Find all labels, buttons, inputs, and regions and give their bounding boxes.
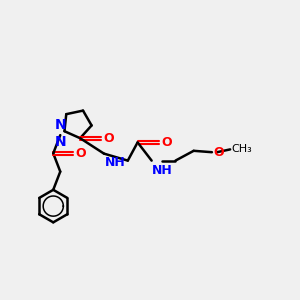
Text: NH: NH — [152, 164, 172, 177]
Text: N: N — [54, 135, 66, 148]
Text: O: O — [161, 136, 172, 149]
Text: O: O — [213, 146, 224, 159]
Text: N: N — [55, 118, 66, 132]
Text: NH: NH — [105, 156, 126, 169]
Text: O: O — [103, 132, 114, 145]
Text: CH₃: CH₃ — [232, 144, 252, 154]
Text: O: O — [76, 147, 86, 160]
